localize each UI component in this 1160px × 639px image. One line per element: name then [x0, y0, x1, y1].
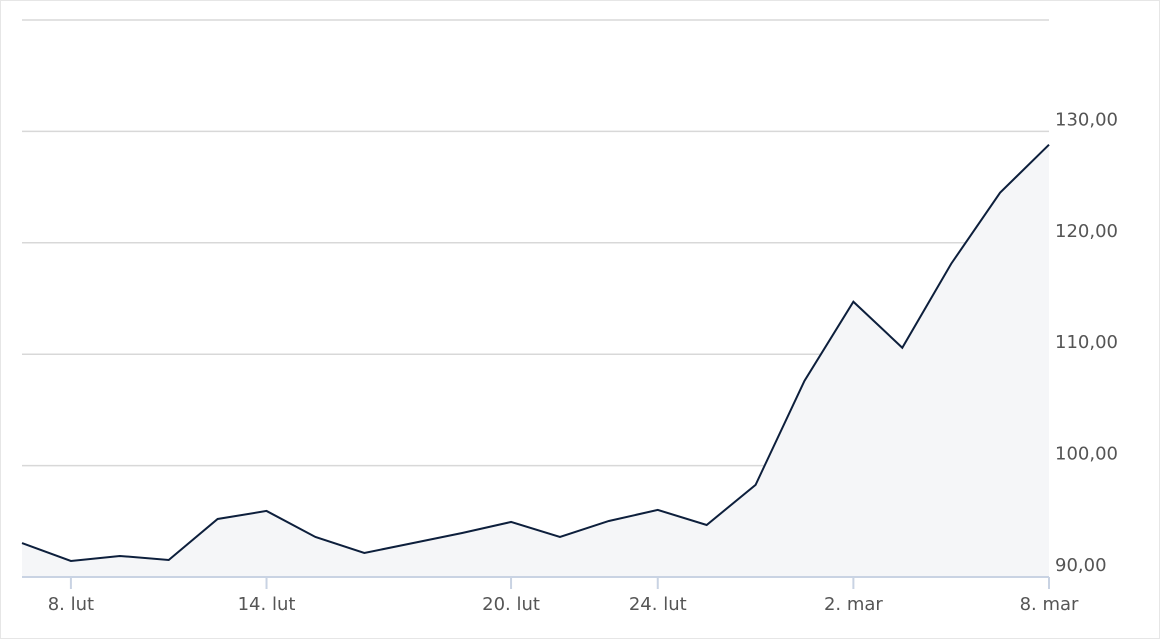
x-tick-label: 2. mar [824, 594, 883, 615]
x-tick-label: 24. lut [629, 594, 687, 615]
y-tick-label: 100,00 [1055, 444, 1118, 465]
y-tick-label: 120,00 [1055, 221, 1118, 242]
y-tick-label: 90,00 [1055, 555, 1107, 576]
y-tick-label: 110,00 [1055, 332, 1118, 353]
x-tick-label: 20. lut [482, 594, 540, 615]
x-tick-label: 14. lut [238, 594, 296, 615]
x-tick-label: 8. mar [1020, 594, 1079, 615]
x-tick-label: 8. lut [48, 594, 94, 615]
area [22, 144, 1049, 577]
line [21, 143, 1050, 562]
y-tick-label: 130,00 [1055, 109, 1118, 130]
